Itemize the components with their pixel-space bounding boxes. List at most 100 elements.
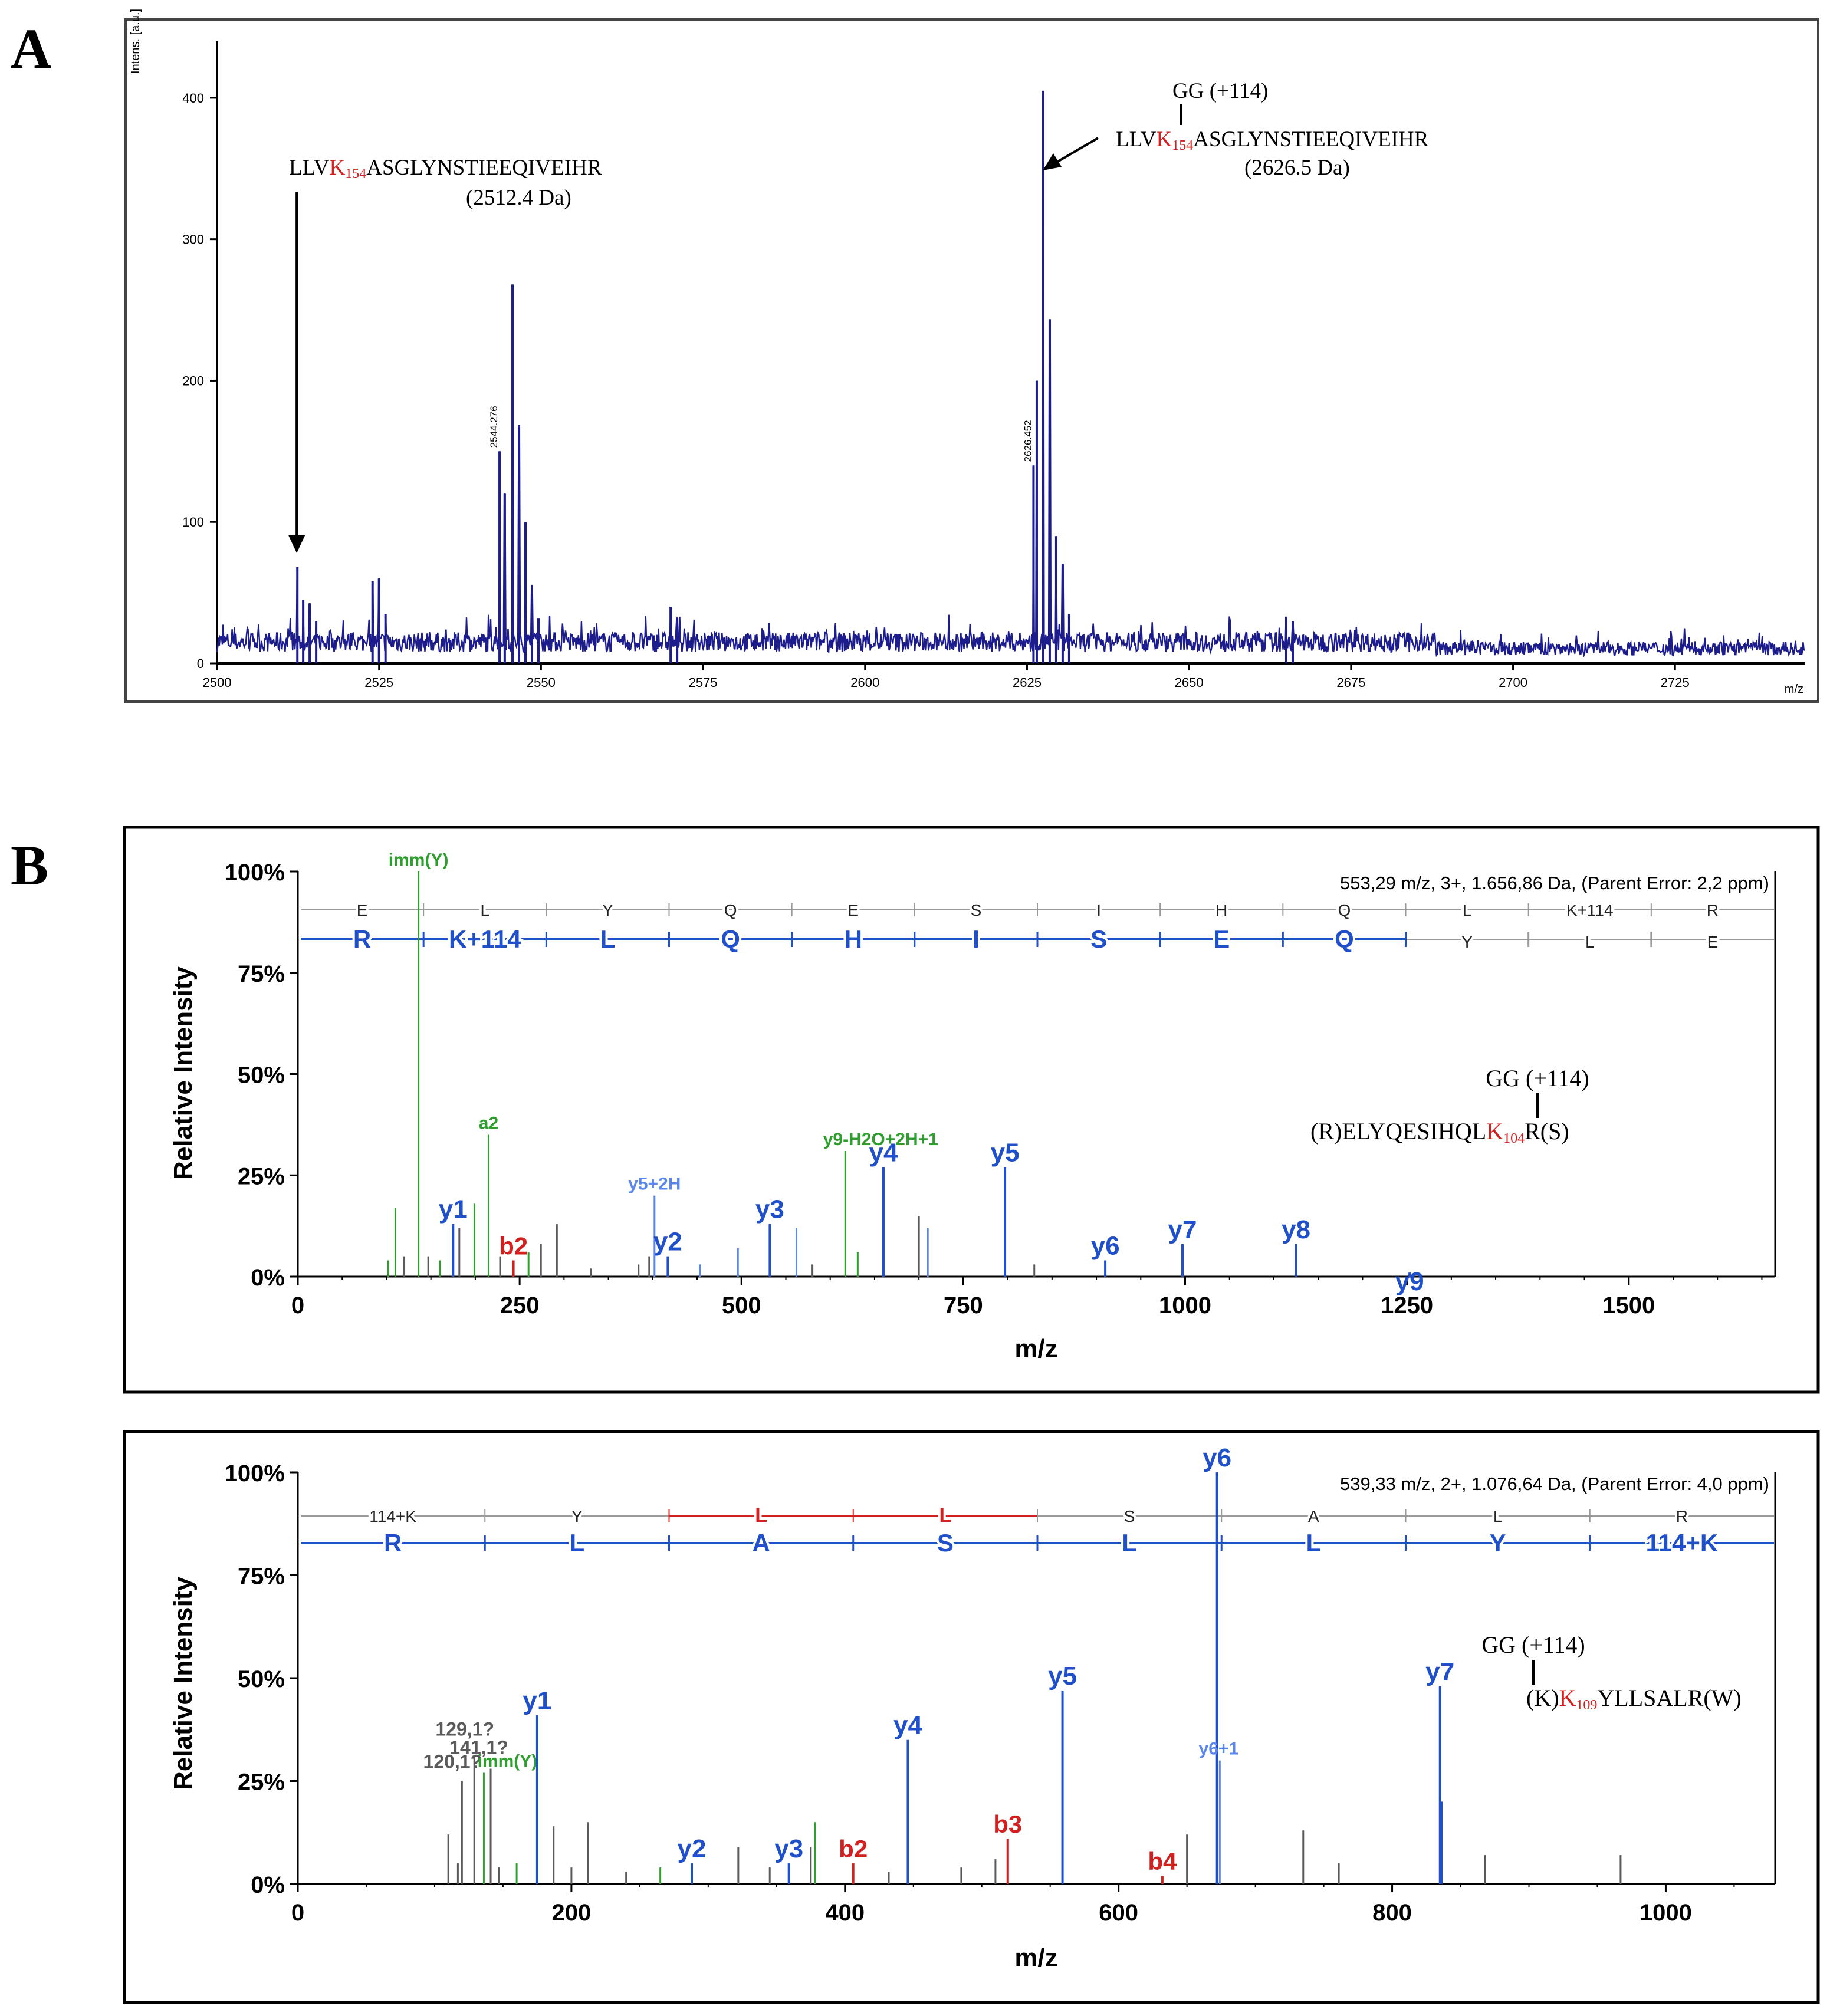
- residue-number: 154: [1172, 138, 1193, 153]
- b1-peptide-mod: GG (+114): [1486, 1065, 1589, 1091]
- panel-a-annotation-mod: GG (+114): [1172, 79, 1268, 103]
- panel-a-y-axis-label: Intens. [a.u.]: [129, 9, 142, 74]
- peptide-prefix: (K): [1526, 1685, 1559, 1711]
- panel-a-plot: Intens. [a.u.] m/z 0 100 200 300 400 2500 2525…: [129, 9, 1805, 696]
- b1-y-residue: L: [600, 925, 616, 953]
- b2-y-tick-label: 0%: [251, 1872, 285, 1898]
- b2-y-residue: L: [1122, 1529, 1137, 1557]
- panel-a-x-tick-label: 2650: [1175, 675, 1204, 690]
- b2-peak-label: y6+1: [1199, 1739, 1239, 1759]
- b2-peak-label: b3: [993, 1810, 1022, 1838]
- b1-peak-label: y8: [1282, 1215, 1310, 1244]
- b1-x-tick-label: 500: [722, 1293, 761, 1318]
- b1-y-residue: Y: [1461, 933, 1473, 951]
- seq-prefix: LLV: [1116, 127, 1157, 152]
- b1-y-residue: K+114: [449, 925, 521, 953]
- b1-b-residue: R: [1707, 901, 1719, 919]
- b1-x-tick-label: 250: [500, 1293, 540, 1318]
- seq-suffix: ASGLYNSTIEEQIVEIHR: [1193, 127, 1428, 152]
- b1-y-residue: H: [845, 925, 862, 953]
- b2-peak-label: 129,1?: [435, 1719, 494, 1740]
- b1-peak-label: imm(Y): [389, 850, 449, 870]
- b1-peak-label: y9-H2O+2H+1: [823, 1130, 938, 1149]
- panel-a-y-tick-label: 0: [197, 656, 204, 671]
- b2-y-residue: R: [384, 1529, 402, 1557]
- residue-number: 154: [345, 166, 366, 182]
- b2-peak-label: y2: [678, 1834, 707, 1863]
- b1-y-tick-label: 25%: [238, 1163, 285, 1189]
- b2-peak-label: 141,1?: [449, 1737, 508, 1758]
- seq-prefix: LLV: [289, 156, 330, 180]
- modified-lysine: K: [330, 156, 346, 180]
- b1-b-residue: L: [1463, 901, 1472, 919]
- b2-b-residue: 114+K: [369, 1507, 416, 1525]
- panel-label-a: A: [11, 17, 51, 80]
- b1-b-residue: I: [1096, 901, 1101, 919]
- b2-x-tick-label: 600: [1099, 1900, 1138, 1926]
- b1-x-tick-label: 750: [944, 1293, 983, 1318]
- peptide-suffix: R(S): [1525, 1118, 1569, 1145]
- b1-y-tick-label: 75%: [238, 961, 285, 987]
- panel-label-b: B: [11, 834, 48, 897]
- residue-number: 104: [1503, 1131, 1525, 1146]
- b1-y-tick-label: 50%: [238, 1063, 285, 1088]
- b1-x-tick-label: 1500: [1602, 1293, 1655, 1318]
- panel-b2-x-axis-label: m/z: [1014, 1943, 1057, 1972]
- b1-peak-label: y1: [439, 1195, 468, 1224]
- b2-peak-label: y3: [774, 1834, 803, 1863]
- b2-peak-label: y6: [1203, 1443, 1231, 1472]
- panel-a-frame: [124, 18, 1819, 703]
- b1-b-residue: Q: [1338, 901, 1351, 919]
- b2-peptide-sequence: (K)K109YLLSALR(W): [1526, 1685, 1742, 1713]
- b1-b-residue: Y: [602, 901, 613, 919]
- panel-a: A Intens. [a.u.] m/z 0 100 200 300 400 2500 25…: [11, 9, 1819, 703]
- peptide-prefix: (R)ELYQESIHQL: [1310, 1118, 1486, 1145]
- panel-a-annotation-mass: (2626.5 Da): [1244, 156, 1350, 180]
- b2-y-tick-label: 50%: [238, 1666, 285, 1692]
- b2-peak-label: y7: [1425, 1657, 1454, 1686]
- panel-b2: Relative Intensity m/z 539,33 m/z, 2+, 1…: [123, 1430, 1820, 2004]
- panel-b2-y-axis-label: Relative Intensity: [169, 1577, 198, 1790]
- b1-y-residue: E: [1213, 925, 1230, 953]
- b2-y-residue: L: [1306, 1529, 1322, 1557]
- b2-y-tick-label: 100%: [225, 1461, 285, 1486]
- b1-x-tick-label: 1000: [1159, 1293, 1211, 1318]
- panel-a-y-tick-label: 300: [182, 232, 204, 247]
- seq-suffix: ASGLYNSTIEEQIVEIHR: [366, 156, 602, 180]
- modified-lysine: K: [1486, 1118, 1503, 1145]
- b1-y-residue: E: [1707, 933, 1719, 951]
- panel-b1-y-axis-label: Relative Intensity: [169, 966, 198, 1180]
- b2-b-residue: A: [1308, 1507, 1319, 1525]
- b2-x-tick-label: 800: [1372, 1900, 1412, 1926]
- b1-x-tick-label: 0: [291, 1293, 304, 1318]
- b2-peak-label: y5: [1048, 1662, 1077, 1691]
- b1-y-residue: Q: [1335, 925, 1354, 953]
- modified-lysine: K: [1157, 127, 1172, 152]
- residue-number: 109: [1576, 1698, 1597, 1713]
- b1-y-residue: S: [1090, 925, 1107, 953]
- panel-a-y-tick-label: 200: [182, 373, 204, 388]
- panel-a-x-tick-label: 2575: [689, 675, 718, 690]
- b1-b-residue: Q: [724, 901, 737, 919]
- b2-peak-label: 120,1?: [423, 1751, 482, 1772]
- b2-y-residue: 114+K: [1646, 1529, 1719, 1557]
- panel-b2-info: 539,33 m/z, 2+, 1.076,64 Da, (Parent Err…: [1340, 1474, 1769, 1494]
- b2-peak-label: imm(Y): [478, 1752, 538, 1771]
- panel-a-x-axis-label: m/z: [1785, 683, 1803, 696]
- panel-a-arrow-shaft: [1054, 137, 1099, 164]
- b2-y-residue: Y: [1490, 1529, 1506, 1557]
- peptide-suffix: YLLSALR(W): [1597, 1685, 1741, 1711]
- b2-x-tick-label: 200: [552, 1900, 592, 1926]
- b1-peptide-sequence: (R)ELYQESIHQLK104R(S): [1310, 1118, 1569, 1146]
- b1-y-residue: L: [1585, 933, 1595, 951]
- b1-y-residue: I: [973, 925, 980, 953]
- b1-peak-label: y6: [1091, 1232, 1120, 1261]
- panel-a-spectrum-trace: [216, 90, 1805, 658]
- panel-a-x-tick-label: 2550: [527, 675, 556, 690]
- b2-y-residue: A: [752, 1529, 770, 1557]
- panel-a-x-tick-label: 2675: [1336, 675, 1365, 690]
- b1-y-residue: Q: [721, 925, 740, 953]
- panel-a-annotation-sequence: LLVK154ASGLYNSTIEEQIVEIHR: [1116, 127, 1429, 153]
- panel-a-arrow-head: [288, 535, 305, 553]
- b2-y-residue: S: [937, 1529, 954, 1557]
